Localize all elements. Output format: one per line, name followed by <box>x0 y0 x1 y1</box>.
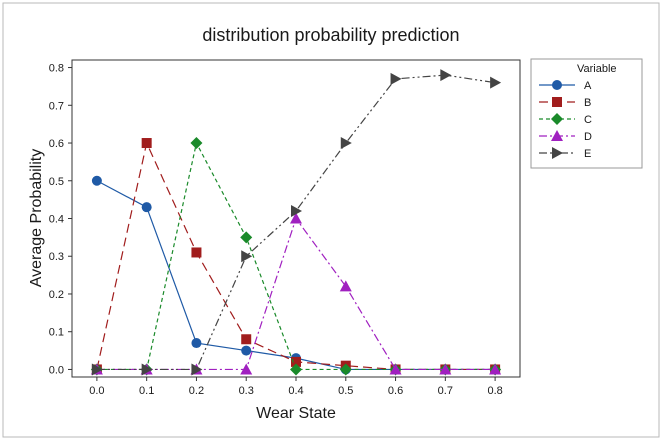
data-point-e <box>291 204 302 217</box>
x-axis-label: Wear State <box>256 405 336 422</box>
data-point-e <box>141 363 153 376</box>
legend-item-e: E <box>539 147 591 160</box>
x-tick-label: 0.6 <box>388 385 403 397</box>
x-tick-label: 0.0 <box>89 385 104 397</box>
series-layer <box>90 69 502 376</box>
data-point-e <box>490 76 502 89</box>
x-axis: 0.0 0.1 0.2 0.3 0.4 0.5 0.6 0.7 0.8 <box>89 377 503 397</box>
x-tick-label: 0.5 <box>338 385 353 397</box>
legend-item-c: C <box>539 113 592 126</box>
data-point-e <box>91 363 103 376</box>
y-tick-label: 0.1 <box>49 327 64 339</box>
legend-box <box>530 58 643 169</box>
legend-swatch-marker <box>551 113 563 125</box>
data-point-d <box>489 363 502 375</box>
data-point-b <box>191 247 202 258</box>
data-point-e <box>241 250 253 263</box>
legend-title: Variable <box>577 63 617 75</box>
y-axis: 0.0 0.1 0.2 0.3 0.4 0.5 0.6 0.7 0.8 <box>49 63 72 376</box>
legend-swatch-marker <box>552 97 562 107</box>
y-tick-label: 0.0 <box>49 364 64 376</box>
chart-title: distribution probability prediction <box>202 25 459 45</box>
x-tick-label: 0.1 <box>139 385 154 397</box>
series-e <box>91 69 502 376</box>
data-point-d <box>240 363 253 375</box>
data-point-d <box>290 212 302 224</box>
data-point-e <box>191 363 203 376</box>
legend-item-a: A <box>539 80 592 92</box>
x-tick-label: 0.4 <box>288 385 303 397</box>
legend-label: A <box>584 80 592 92</box>
x-tick-label: 0.2 <box>189 385 204 397</box>
y-tick-label: 0.8 <box>49 63 64 75</box>
legend-label: D <box>584 131 592 143</box>
legend-label: B <box>584 97 591 109</box>
data-point-d <box>339 280 352 292</box>
data-point-c <box>240 231 253 244</box>
y-tick-label: 0.5 <box>49 176 64 188</box>
y-tick-label: 0.4 <box>49 214 64 226</box>
data-point-c <box>290 363 302 376</box>
data-point-d <box>389 363 402 375</box>
legend-swatch-marker <box>551 130 563 141</box>
data-point-b <box>291 356 301 367</box>
data-point-a <box>241 345 252 356</box>
legend-swatch-marker <box>552 80 562 90</box>
x-tick-label: 0.3 <box>239 385 254 397</box>
legend-item-d: D <box>539 130 592 143</box>
y-axis-label: Average Probability <box>28 149 45 287</box>
legend-label: C <box>584 114 592 126</box>
data-point-a <box>91 175 102 186</box>
data-point-a <box>191 338 202 349</box>
data-point-d <box>439 363 452 375</box>
data-point-c <box>339 363 352 376</box>
legend-item-b: B <box>539 97 591 109</box>
data-point-a <box>141 202 152 213</box>
y-tick-label: 0.6 <box>49 138 64 150</box>
x-tick-label: 0.7 <box>438 385 453 397</box>
y-tick-label: 0.3 <box>49 251 64 263</box>
data-point-e <box>440 69 452 82</box>
data-point-e <box>390 72 402 85</box>
data-point-b <box>241 334 252 345</box>
x-tick-label: 0.8 <box>487 385 502 397</box>
data-point-b <box>141 138 152 149</box>
series-line-c <box>96 141 496 371</box>
legend-swatch-marker <box>552 147 563 159</box>
y-tick-label: 0.7 <box>49 100 64 112</box>
legend-label: E <box>584 148 591 160</box>
data-point-c <box>190 137 203 150</box>
data-point-e <box>340 137 352 150</box>
y-tick-label: 0.2 <box>49 289 64 301</box>
